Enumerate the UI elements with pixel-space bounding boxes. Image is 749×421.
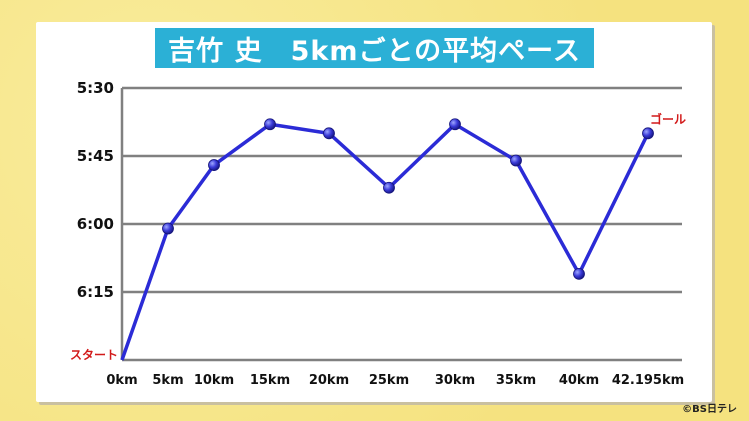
x-tick-label: 0km xyxy=(106,373,137,388)
y-tick-label: 6:15 xyxy=(77,283,114,301)
data-point xyxy=(208,159,220,171)
data-point xyxy=(323,127,335,140)
data-point xyxy=(449,118,461,131)
y-tick-label: 5:30 xyxy=(77,79,114,97)
data-point xyxy=(573,267,585,280)
x-tick-label: 5km xyxy=(152,373,183,388)
annotation-goal: ゴール xyxy=(650,111,686,126)
data-point xyxy=(510,154,522,167)
x-tick-label: 25km xyxy=(369,373,409,388)
data-point xyxy=(264,118,276,131)
x-tick-label: 10km xyxy=(194,373,234,388)
x-tick-label: 42.195km xyxy=(612,373,684,388)
x-tick-label: 15km xyxy=(250,373,290,388)
annotation-start: スタート xyxy=(70,348,118,362)
x-tick-label: 40km xyxy=(559,373,599,388)
x-tick-label: 35km xyxy=(496,373,536,388)
y-tick-label: 6:00 xyxy=(77,215,114,233)
data-point xyxy=(383,181,395,194)
x-tick-label: 20km xyxy=(309,373,349,388)
copyright: ©BS日テレ xyxy=(682,404,737,415)
chart-title-box: 吉竹 史 5kmごとの平均ペース xyxy=(155,28,594,68)
x-tick-label: 30km xyxy=(435,373,475,388)
y-tick-label: 5:45 xyxy=(77,147,114,165)
chart-panel xyxy=(36,22,712,402)
series-line xyxy=(120,122,650,361)
data-point xyxy=(642,127,654,140)
chart-title: 吉竹 史 5kmごとの平均ペース xyxy=(168,35,581,67)
data-point xyxy=(162,222,174,235)
